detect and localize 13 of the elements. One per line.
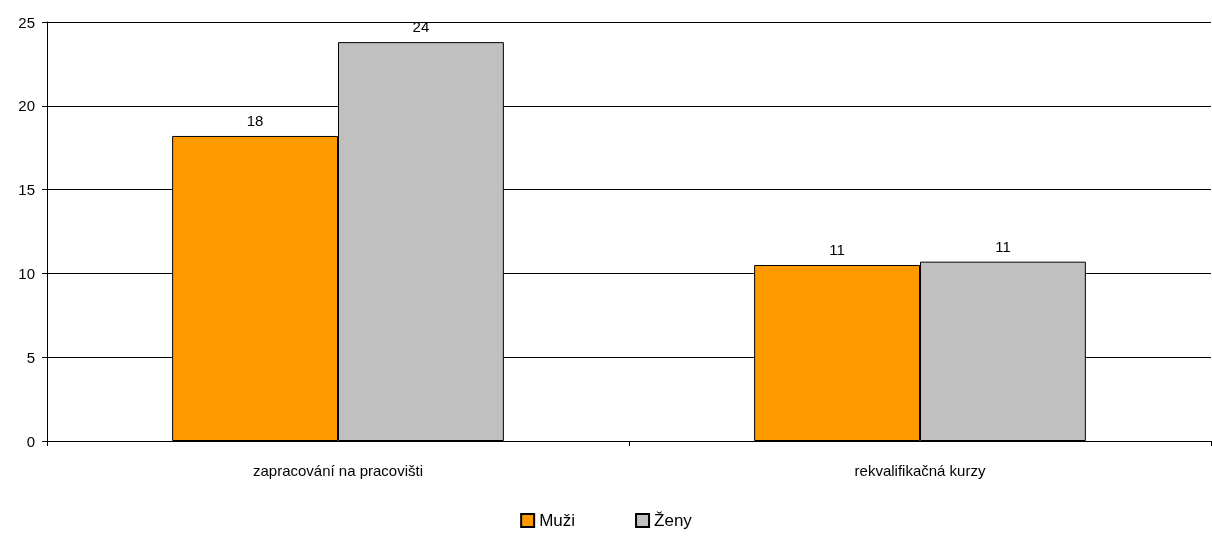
x-tick-label: zapracování na pracovišti bbox=[252, 462, 424, 479]
x-tick-label: rekvalifikačná kurzy bbox=[854, 462, 986, 479]
legend-label: Ženy bbox=[654, 511, 693, 530]
y-tick-label: 25 bbox=[18, 13, 35, 31]
data-label: 11 bbox=[829, 241, 845, 259]
y-tick-label: 5 bbox=[26, 348, 35, 366]
y-tick-label: 0 bbox=[26, 432, 35, 450]
data-label: 18 bbox=[246, 111, 264, 129]
y-tick-label: 15 bbox=[18, 181, 35, 199]
legend-label: Muži bbox=[539, 511, 576, 530]
data-label: 11 bbox=[995, 237, 1011, 255]
y-tick-label: 20 bbox=[18, 97, 35, 115]
y-tick-label: 10 bbox=[18, 264, 35, 282]
